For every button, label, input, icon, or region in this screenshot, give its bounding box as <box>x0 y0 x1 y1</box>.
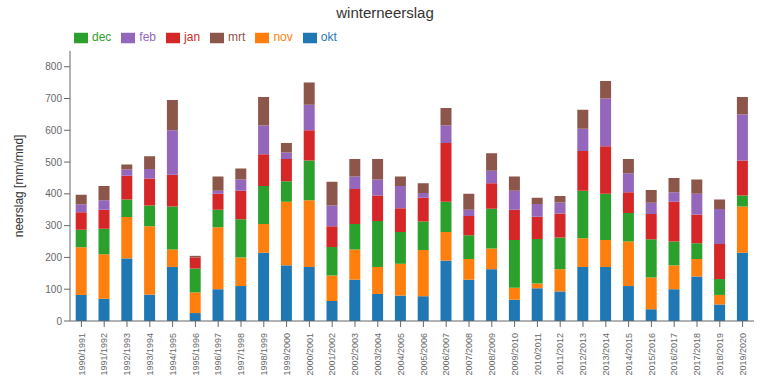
svg-text:2013/2014: 2013/2014 <box>601 333 611 376</box>
svg-text:600: 600 <box>45 125 62 136</box>
html-text:okt: okt <box>320 30 337 44</box>
svg-text:1993/1994: 1993/1994 <box>145 333 155 376</box>
html-text:jan: jan <box>184 30 201 44</box>
svg-text:2011/2012: 2011/2012 <box>555 333 565 375</box>
svg-text:2019/2020: 2019/2020 <box>738 333 748 376</box>
svg-text:2014/2015: 2014/2015 <box>624 333 634 376</box>
svg-text:1996/1997: 1996/1997 <box>213 333 223 376</box>
svg-text:2015/2016: 2015/2016 <box>647 333 657 376</box>
svg-text:800: 800 <box>45 61 62 72</box>
svg-text:1991/1992: 1991/1992 <box>99 333 109 376</box>
svg-text:2008/2009: 2008/2009 <box>487 333 497 376</box>
svg-text:1997/1998: 1997/1998 <box>236 333 246 376</box>
svg-text:2018/2019: 2018/2019 <box>715 333 725 376</box>
svg-text:1994/1995: 1994/1995 <box>168 333 178 376</box>
svg-text:2007/2008: 2007/2008 <box>464 333 474 376</box>
svg-text:1995/1996: 1995/1996 <box>191 333 201 376</box>
svg-text:400: 400 <box>45 188 62 199</box>
svg-text:2006/2007: 2006/2007 <box>441 333 451 376</box>
svg-text:2017/2018: 2017/2018 <box>692 333 702 376</box>
svg-text:500: 500 <box>45 157 62 168</box>
html-text:dec: dec <box>92 30 112 44</box>
svg-text:1999/2000: 1999/2000 <box>282 333 292 376</box>
svg-text:neerslag [mm/mnd]: neerslag [mm/mnd] <box>12 135 26 238</box>
svg-text:2009/2010: 2009/2010 <box>510 333 520 376</box>
svg-text:1998/1999: 1998/1999 <box>259 333 269 376</box>
svg-text:2005/2006: 2005/2006 <box>419 333 429 376</box>
svg-text:300: 300 <box>45 220 62 231</box>
svg-text:2001/2002: 2001/2002 <box>327 333 337 376</box>
svg-text:2010/2011: 2010/2011 <box>533 333 543 375</box>
svg-text:2012/2013: 2012/2013 <box>578 333 588 376</box>
svg-text:2000/2001: 2000/2001 <box>305 333 315 376</box>
svg-text:2002/2003: 2002/2003 <box>350 333 360 376</box>
svg-text:1990/1991: 1990/1991 <box>77 333 87 376</box>
svg-text:200: 200 <box>45 252 62 263</box>
svg-text:100: 100 <box>45 284 62 295</box>
svg-text:700: 700 <box>45 93 62 104</box>
html-text:feb: feb <box>139 30 156 44</box>
html-text:nov: nov <box>273 30 293 44</box>
html-text:winterneerslag: winterneerslag <box>336 4 434 21</box>
svg-text:2016/2017: 2016/2017 <box>669 333 679 376</box>
svg-text:0: 0 <box>56 316 62 327</box>
html-text:mrt: mrt <box>228 30 246 44</box>
svg-text:2003/2004: 2003/2004 <box>373 333 383 376</box>
svg-text:1992/1993: 1992/1993 <box>122 333 132 376</box>
svg-text:2004/2005: 2004/2005 <box>396 333 406 376</box>
